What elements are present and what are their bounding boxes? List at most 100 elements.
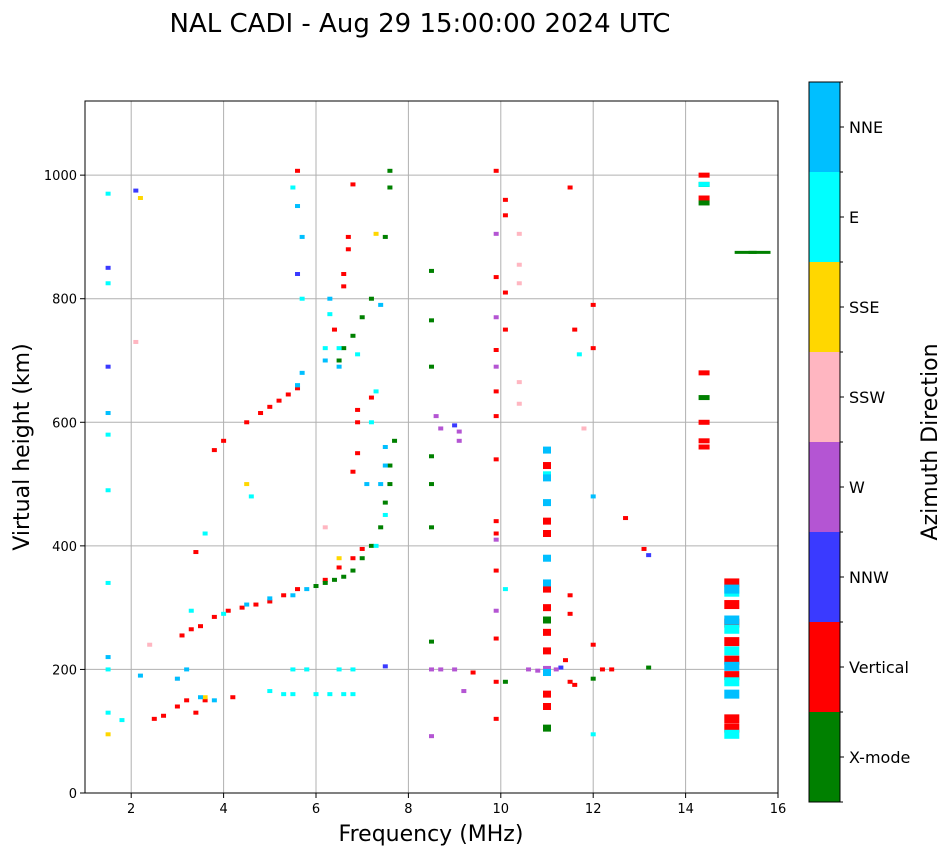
x-tick-label: 6 xyxy=(312,802,320,817)
echo-point xyxy=(336,358,342,363)
echo-point xyxy=(267,689,273,694)
echo-point xyxy=(502,679,508,684)
echo-point xyxy=(295,386,301,391)
echo-point xyxy=(493,679,499,684)
series-nne xyxy=(105,204,740,703)
echo-point xyxy=(724,714,740,724)
echo-point xyxy=(290,692,296,697)
echo-point xyxy=(295,587,301,592)
colorbar-swatch xyxy=(809,622,840,712)
echo-point xyxy=(105,710,111,715)
echo-point xyxy=(429,454,434,459)
echo-point xyxy=(285,392,291,397)
echo-point xyxy=(137,196,143,201)
echo-point xyxy=(382,234,388,239)
echo-point xyxy=(350,667,356,672)
echo-point xyxy=(341,692,347,697)
echo-point xyxy=(429,318,434,323)
echo-point xyxy=(211,614,217,619)
echo-point xyxy=(698,181,710,187)
echo-point xyxy=(355,407,361,412)
colorbar-tick-label: Vertical xyxy=(849,658,909,677)
echo-point xyxy=(502,290,508,295)
x-axis-ticks: 2 4 6 8 10 12 14 16 xyxy=(127,793,786,817)
echo-point xyxy=(281,593,287,598)
echo-point xyxy=(493,716,499,721)
echo-point xyxy=(336,667,342,672)
echo-point xyxy=(331,577,337,582)
echo-point xyxy=(341,346,347,351)
echo-point xyxy=(188,608,194,613)
echo-point xyxy=(295,204,301,209)
echo-point xyxy=(174,676,180,681)
series-x-mode xyxy=(313,168,771,732)
echo-point xyxy=(105,411,111,416)
echo-point xyxy=(211,698,217,703)
series-w xyxy=(429,231,559,739)
echo-point xyxy=(543,579,551,587)
gridlines xyxy=(85,101,778,793)
echo-point xyxy=(322,358,328,363)
echo-point xyxy=(382,664,388,669)
series-nnw xyxy=(105,188,652,670)
plot-area: 2 4 6 8 10 12 14 16 0 200 400 600 800 1000 xyxy=(44,100,786,817)
echo-point xyxy=(331,327,337,332)
y-axis-label: Virtual height (km) xyxy=(10,343,35,550)
colorbar-swatch xyxy=(809,712,840,802)
echo-point xyxy=(456,429,462,434)
echo-point xyxy=(543,616,551,624)
echo-point xyxy=(493,364,499,369)
echo-point xyxy=(543,690,551,698)
echo-point xyxy=(304,667,310,672)
echo-point xyxy=(599,667,605,672)
colorbar-tick-label: SSW xyxy=(849,388,885,407)
echo-point xyxy=(535,668,541,673)
echo-point xyxy=(724,646,740,656)
y-axis-ticks: 0 200 400 600 800 1000 xyxy=(44,169,85,802)
echo-point xyxy=(244,420,250,425)
echo-point xyxy=(382,500,388,505)
y-tick-label: 1000 xyxy=(44,169,77,184)
echo-point xyxy=(350,469,356,474)
echo-point xyxy=(609,667,615,672)
echo-point xyxy=(179,633,185,638)
echo-point xyxy=(590,642,596,647)
echo-point xyxy=(429,667,434,672)
colorbar-swatch xyxy=(809,172,840,262)
echo-point xyxy=(202,695,208,700)
echo-point xyxy=(341,284,347,289)
data-marks xyxy=(105,168,771,739)
echo-point xyxy=(202,698,208,703)
echo-point xyxy=(698,419,710,425)
x-tick-label: 4 xyxy=(219,802,227,817)
colorbar-tick-label: X-mode xyxy=(849,748,910,767)
echo-point xyxy=(295,383,301,388)
echo-point xyxy=(493,275,499,280)
echo-point xyxy=(590,346,596,351)
echo-point xyxy=(543,530,551,537)
echo-point xyxy=(567,611,573,616)
echo-point xyxy=(304,587,310,592)
echo-point xyxy=(295,272,301,276)
echo-point xyxy=(267,596,273,601)
echo-point xyxy=(646,553,652,558)
echo-point xyxy=(387,463,393,468)
echo-point xyxy=(502,213,508,218)
echo-point xyxy=(429,268,434,273)
echo-point xyxy=(590,676,596,681)
echo-point xyxy=(590,494,596,499)
echo-point xyxy=(119,718,125,723)
echo-point xyxy=(493,568,499,573)
x-tick-label: 8 xyxy=(404,802,412,817)
echo-point xyxy=(724,661,740,671)
echo-point xyxy=(355,451,361,456)
echo-point xyxy=(322,580,328,585)
echo-point xyxy=(698,444,710,450)
series-vertical xyxy=(151,168,740,733)
echo-point xyxy=(748,250,771,254)
echo-point xyxy=(313,692,319,697)
echo-point xyxy=(590,732,596,737)
echo-point xyxy=(452,423,458,428)
echo-point xyxy=(572,682,578,687)
echo-point xyxy=(244,482,250,487)
